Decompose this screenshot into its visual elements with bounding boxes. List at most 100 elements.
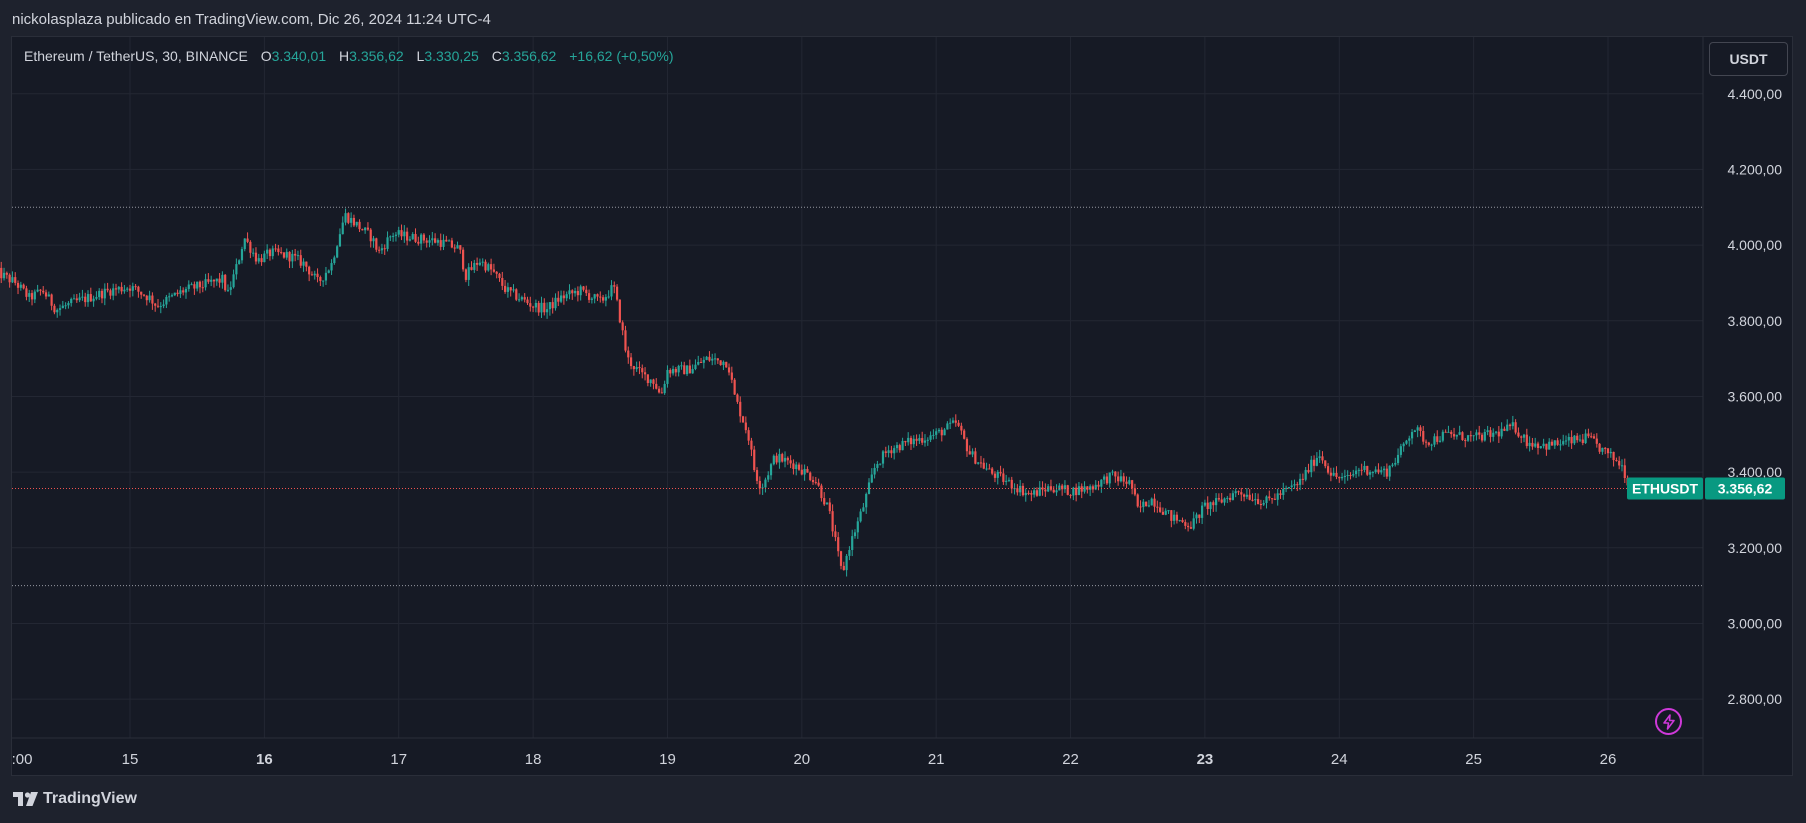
candle-body [1385, 468, 1388, 477]
price-axis[interactable]: 4.400,00 4.200,00 4.000,00 3.800,00 3.600,00… [1728, 86, 1783, 707]
candle-body [1220, 499, 1223, 503]
legend-symbol[interactable]: Ethereum / TetherUS, 30, BINANCE [24, 48, 248, 64]
candle-body [288, 251, 291, 262]
candle-body [176, 292, 179, 295]
candle-body [593, 294, 596, 299]
candle-body [775, 455, 778, 463]
tradingview-logo[interactable]: TradingView [13, 790, 137, 808]
candle-body [744, 422, 747, 431]
candle-body [629, 357, 633, 367]
candle-body [1119, 476, 1123, 482]
candle-body [949, 422, 952, 424]
candle-body [1312, 459, 1316, 466]
candle-body [1340, 477, 1344, 479]
candle-body [996, 471, 999, 478]
candle-body [70, 298, 73, 304]
time-tick-label: 16 [256, 751, 273, 768]
candle-body [1038, 487, 1041, 496]
candle-body [378, 249, 381, 251]
chart-panel[interactable] [11, 36, 1793, 776]
candle-body [1167, 510, 1170, 512]
candle-body [940, 429, 943, 436]
candle-body [627, 350, 630, 358]
candle-body [431, 238, 434, 241]
currency-button[interactable]: USDT [1709, 42, 1788, 76]
candle-body [540, 302, 543, 313]
candle-body [643, 372, 647, 375]
candle-body [895, 445, 899, 449]
candle-body [168, 296, 171, 298]
candle-body [837, 537, 840, 552]
candle-body [1203, 502, 1207, 506]
candle-body [811, 480, 815, 483]
candle-body [448, 240, 451, 242]
candle-body [114, 288, 118, 290]
candle-body [1500, 428, 1503, 437]
candle-body [1212, 502, 1215, 506]
candle-body [1290, 485, 1293, 488]
candle-body [274, 248, 277, 250]
price-tick-label: 3.000,00 [1728, 615, 1783, 631]
candle-body [912, 438, 915, 445]
candle-body [464, 269, 468, 280]
flash-button[interactable] [1655, 708, 1682, 735]
candle-body [1570, 436, 1573, 444]
candle-body [1170, 510, 1173, 521]
candle-body [750, 440, 753, 450]
candle-body [587, 293, 591, 300]
candle-body [671, 368, 675, 374]
candle-body [951, 420, 955, 423]
candle-body [0, 267, 3, 279]
price-tick-label: 4.200,00 [1728, 161, 1783, 177]
candle-body [182, 290, 185, 293]
candle-body [618, 299, 621, 323]
candle-body [1100, 479, 1103, 487]
candle-body [131, 286, 134, 291]
candle-body [344, 213, 347, 223]
candle-body [638, 367, 641, 369]
candle-body [739, 401, 742, 417]
candle-body [1035, 490, 1039, 496]
candle-body [1464, 439, 1467, 441]
price-tick-label: 3.800,00 [1728, 313, 1783, 329]
candle-body [1371, 472, 1374, 474]
candle-body [1201, 505, 1204, 518]
candle-body [957, 422, 960, 426]
candle-body [781, 454, 784, 462]
time-axis[interactable]: :00 15 16 17 18 19 20 21 22 23 24 25 26 [12, 751, 1617, 768]
candle-body [1066, 485, 1069, 495]
candle-body [655, 383, 658, 389]
candle-body [361, 229, 364, 231]
candle-body [1483, 432, 1486, 441]
candle-body [1097, 484, 1100, 487]
candle-body [523, 297, 526, 300]
candle-body [19, 284, 22, 288]
candle-body [767, 475, 770, 480]
candle-body [1016, 488, 1019, 493]
candle-body [1164, 510, 1167, 515]
candle-body [585, 289, 588, 294]
candle-body [95, 297, 98, 299]
candle-body [596, 294, 599, 297]
candle-body [691, 369, 694, 374]
candle-body [761, 487, 764, 489]
candle-body [506, 287, 509, 292]
candle-body [991, 468, 994, 474]
candle-body [1447, 431, 1450, 433]
price-tick-label: 4.000,00 [1728, 237, 1783, 253]
candle-body [965, 438, 969, 452]
candle-body [529, 303, 532, 307]
candle-body [649, 379, 652, 384]
candle-body [526, 299, 529, 304]
candle-body [918, 438, 921, 441]
candle-body [1466, 435, 1470, 441]
candle-body [280, 252, 283, 254]
lightning-icon [1662, 713, 1675, 730]
candle-body [1265, 496, 1268, 504]
candle-body [1282, 488, 1285, 495]
candle-body [453, 247, 456, 249]
candle-body [1564, 440, 1568, 442]
candle-body [1254, 499, 1257, 501]
candle-body [1061, 485, 1064, 490]
